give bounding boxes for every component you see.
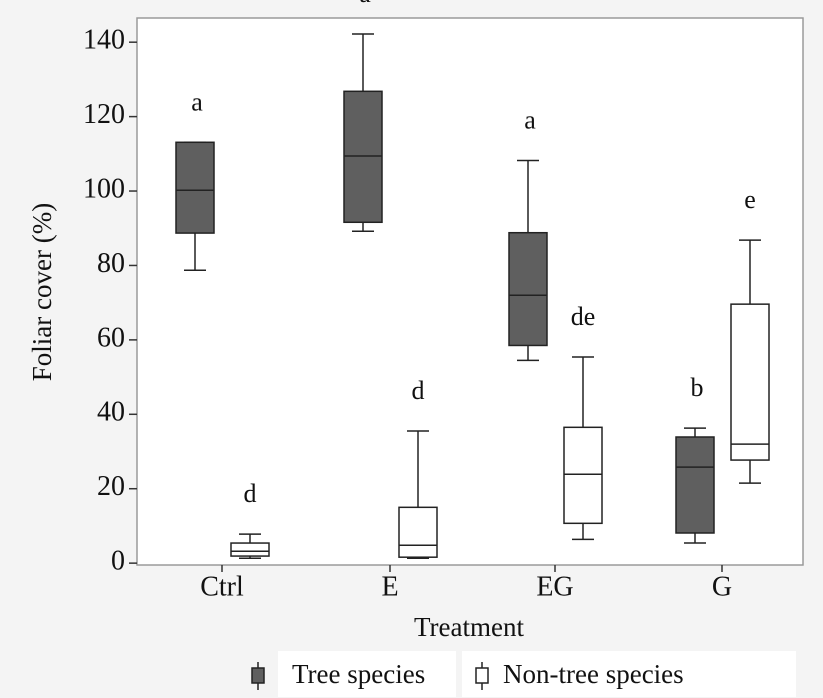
y-tick-label: 140 [83, 25, 125, 56]
x-axis-title: Treatment [414, 612, 524, 642]
x-tick-label: E [381, 571, 398, 602]
group-letter: a [359, 0, 371, 8]
x-tick-label: Ctrl [200, 571, 244, 602]
box [175, 141, 215, 234]
box [508, 231, 548, 347]
group-letter: a [524, 105, 536, 134]
group-letter: a [191, 87, 203, 116]
box [398, 506, 438, 558]
group-letter: b [691, 373, 704, 402]
y-axis-title: Foliar cover (%) [27, 203, 57, 381]
legend-label: Tree species [292, 659, 425, 689]
group-letter: e [744, 185, 756, 214]
legend-icon [475, 667, 489, 684]
legend-icon [251, 667, 265, 684]
legend-bg [278, 651, 456, 697]
y-tick-label: 100 [83, 173, 125, 204]
group-letter: d [412, 376, 425, 405]
legend-label: Non-tree species [503, 659, 684, 689]
y-tick-label: 80 [97, 248, 125, 279]
group-letter: de [571, 302, 596, 331]
y-tick-label: 0 [111, 546, 125, 577]
group-letter: d [244, 479, 257, 508]
legend-bg [462, 651, 796, 697]
box [730, 303, 770, 461]
y-tick-label: 120 [83, 99, 125, 130]
box [563, 426, 603, 525]
y-tick-label: 20 [97, 471, 125, 502]
x-tick-label: G [712, 571, 732, 602]
y-tick-label: 60 [97, 322, 125, 353]
x-tick-label: EG [536, 571, 573, 602]
box [675, 436, 715, 534]
box [230, 542, 270, 557]
y-tick-label: 40 [97, 397, 125, 428]
